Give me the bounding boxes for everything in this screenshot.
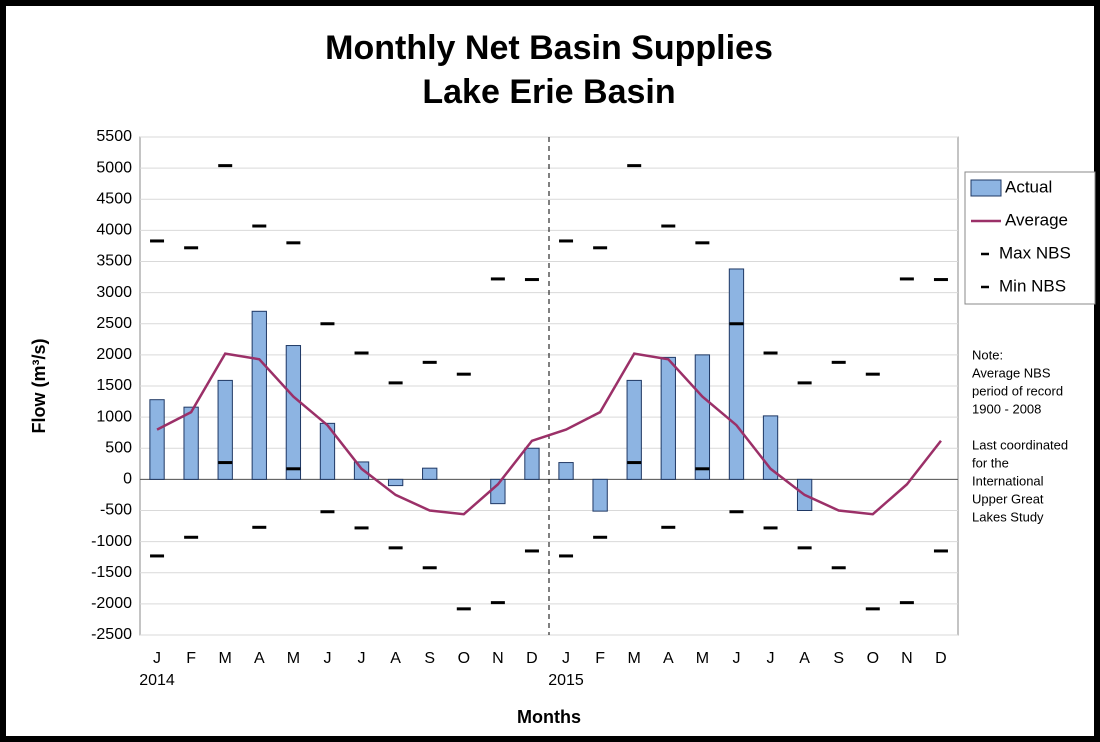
x-tick-label: J — [767, 650, 775, 667]
x-tick-label: J — [562, 650, 570, 667]
x-tick-label: S — [424, 650, 435, 667]
bar — [149, 399, 165, 480]
bar — [217, 379, 233, 480]
chart-title: Monthly Net Basin Supplies — [325, 29, 773, 67]
x-tick-label: M — [628, 650, 641, 667]
x-tick-label: A — [663, 650, 674, 667]
x-tick-label: F — [186, 650, 196, 667]
y-tick-label: 4500 — [96, 190, 132, 207]
year-label: 2014 — [139, 672, 175, 689]
note-text: Lakes Study — [972, 509, 1044, 524]
y-tick-label: 2000 — [96, 346, 132, 363]
y-tick-label: 5000 — [96, 159, 132, 176]
x-tick-label: A — [390, 650, 401, 667]
y-tick-label: 4000 — [96, 222, 132, 239]
legend-label: Max NBS — [999, 243, 1071, 262]
legend-label: Average — [1005, 210, 1068, 229]
x-tick-label: N — [492, 650, 504, 667]
bar — [319, 422, 336, 480]
note-text: Note: — [972, 347, 1003, 362]
x-tick-label: F — [595, 650, 605, 667]
y-tick-label: -500 — [100, 502, 132, 519]
note-text: International — [972, 473, 1044, 488]
note-text: 1900 - 2008 — [972, 401, 1041, 416]
y-tick-label: -1000 — [91, 533, 132, 550]
x-tick-label: O — [867, 650, 879, 667]
year-label: 2015 — [548, 672, 584, 689]
y-tick-label: 5500 — [96, 128, 132, 145]
bar — [694, 354, 711, 480]
bar — [353, 461, 370, 480]
note-text: Upper Great — [972, 491, 1044, 506]
bar — [728, 268, 745, 480]
bar — [524, 447, 540, 480]
bar — [251, 310, 267, 480]
y-axis-label: Flow (m³/s) — [29, 339, 49, 434]
x-tick-label: N — [901, 650, 913, 667]
bar — [660, 356, 676, 480]
y-tick-label: -2500 — [91, 626, 132, 643]
x-tick-label: O — [458, 650, 470, 667]
bar — [558, 462, 574, 480]
x-tick-label: J — [323, 650, 331, 667]
note-text: Average NBS — [972, 365, 1051, 380]
x-tick-label: J — [358, 650, 366, 667]
x-tick-label: J — [732, 650, 740, 667]
x-axis-label: Months — [517, 707, 581, 727]
x-tick-label: J — [153, 650, 161, 667]
y-tick-label: 0 — [123, 471, 132, 488]
y-tick-label: 2500 — [96, 315, 132, 332]
bar — [626, 379, 642, 480]
chart-subtitle: Lake Erie Basin — [422, 73, 675, 111]
legend-swatch — [970, 179, 1002, 197]
legend-label: Min NBS — [999, 276, 1066, 295]
x-tick-label: A — [254, 650, 265, 667]
y-tick-label: 500 — [105, 439, 132, 456]
bar — [592, 478, 608, 512]
y-tick-label: -1500 — [91, 564, 132, 581]
x-tick-label: M — [287, 650, 300, 667]
y-tick-label: 1000 — [96, 408, 132, 425]
average-line — [156, 352, 942, 516]
note-text: for the — [972, 455, 1009, 470]
x-tick-label: S — [833, 650, 844, 667]
note-text: period of record — [972, 383, 1063, 398]
x-tick-label: M — [696, 650, 709, 667]
bar — [285, 345, 302, 480]
y-tick-label: 3000 — [96, 284, 132, 301]
note-text: Last coordinated — [972, 437, 1068, 452]
y-tick-label: 3500 — [96, 253, 132, 270]
x-tick-label: M — [219, 650, 232, 667]
x-tick-label: D — [526, 650, 538, 667]
bar — [387, 478, 404, 487]
bar — [422, 467, 438, 480]
bar — [183, 406, 199, 480]
y-tick-label: -2000 — [91, 595, 132, 612]
legend-label: Actual — [1005, 177, 1052, 196]
y-tick-label: 1500 — [96, 377, 132, 394]
x-tick-label: D — [935, 650, 947, 667]
x-tick-label: A — [799, 650, 810, 667]
